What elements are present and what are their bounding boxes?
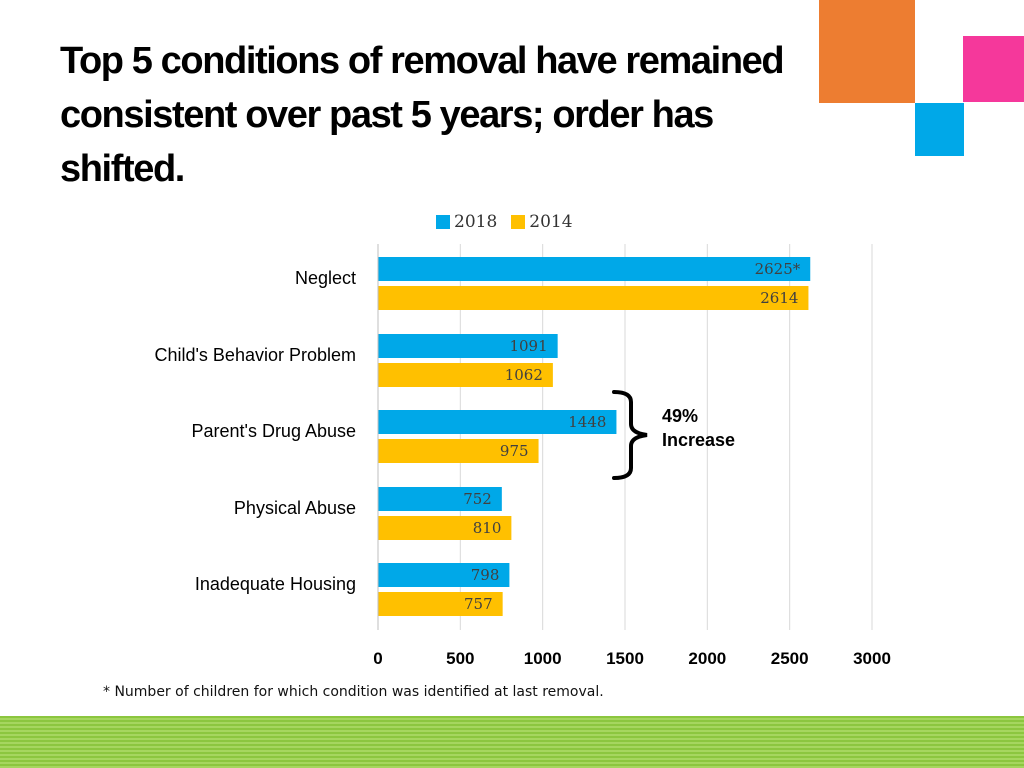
bar-2018-physical-abuse: [378, 487, 502, 511]
x-tick-label-3000: 3000: [853, 649, 891, 668]
x-tick-label-2500: 2500: [771, 649, 809, 668]
category-label-parent-s-drug-abuse: Parent's Drug Abuse: [191, 421, 356, 441]
data-label-2014-inadequate-housing: 757: [464, 595, 493, 613]
category-label-inadequate-housing: Inadequate Housing: [195, 574, 356, 594]
category-label-child-s-behavior-problem: Child's Behavior Problem: [154, 345, 356, 365]
legend-label-2018: 2018: [454, 212, 498, 232]
slide-title: Top 5 conditions of removal have remaine…: [60, 40, 785, 190]
x-tick-label-1500: 1500: [606, 649, 644, 668]
annotation-brace: [612, 390, 648, 480]
bar-chart: 2625* 2614 Neglect 1091 1062 Child's Behavior…: [154, 244, 891, 668]
legend-label-2014: 2014: [529, 212, 573, 232]
data-label-2018-neglect: 2625*: [755, 260, 801, 278]
x-tick-label-500: 500: [446, 649, 474, 668]
category-label-neglect: Neglect: [295, 268, 356, 288]
x-tick-label-1000: 1000: [524, 649, 562, 668]
data-label-2014-parent-s-drug-abuse: 975: [500, 442, 529, 460]
data-label-2014-neglect: 2614: [760, 289, 798, 307]
deco-pink-square: [963, 36, 1024, 102]
deco-cyan-square: [915, 103, 964, 156]
legend-swatch-2018: [436, 215, 450, 229]
chart-legend: 2018 2014: [436, 210, 573, 234]
data-label-2018-parent-s-drug-abuse: 1448: [568, 413, 606, 431]
legend-item-2014: 2014: [511, 212, 573, 232]
deco-orange-square: [819, 0, 915, 103]
annotation-increase: Increase: [662, 430, 735, 450]
footer-band: [0, 716, 1024, 768]
bar-2014-physical-abuse: [378, 516, 512, 540]
x-tick-label-0: 0: [373, 649, 382, 668]
data-label-2014-physical-abuse: 810: [473, 519, 502, 537]
bar-2018-inadequate-housing: [378, 563, 510, 587]
bar-2014-neglect: [378, 286, 809, 310]
data-label-2014-child-s-behavior-problem: 1062: [505, 366, 543, 384]
bar-2014-child-s-behavior-problem: [378, 363, 553, 387]
bar-2018-neglect: [378, 257, 811, 281]
bar-2014-inadequate-housing: [378, 592, 503, 616]
bar-2014-parent-s-drug-abuse: [378, 439, 539, 463]
legend-swatch-2014: [511, 215, 526, 229]
data-label-2018-inadequate-housing: 798: [471, 566, 500, 584]
category-label-physical-abuse: Physical Abuse: [234, 498, 356, 518]
data-label-2018-child-s-behavior-problem: 1091: [509, 337, 547, 355]
annotation-percent: 49%: [662, 406, 698, 426]
bar-2018-child-s-behavior-problem: [378, 334, 558, 358]
data-label-2018-physical-abuse: 752: [463, 490, 492, 508]
footnote: * Number of children for which condition…: [103, 684, 604, 700]
x-tick-label-2000: 2000: [688, 649, 726, 668]
bar-2018-parent-s-drug-abuse: [378, 410, 617, 434]
legend-item-2018: 2018: [436, 212, 497, 232]
